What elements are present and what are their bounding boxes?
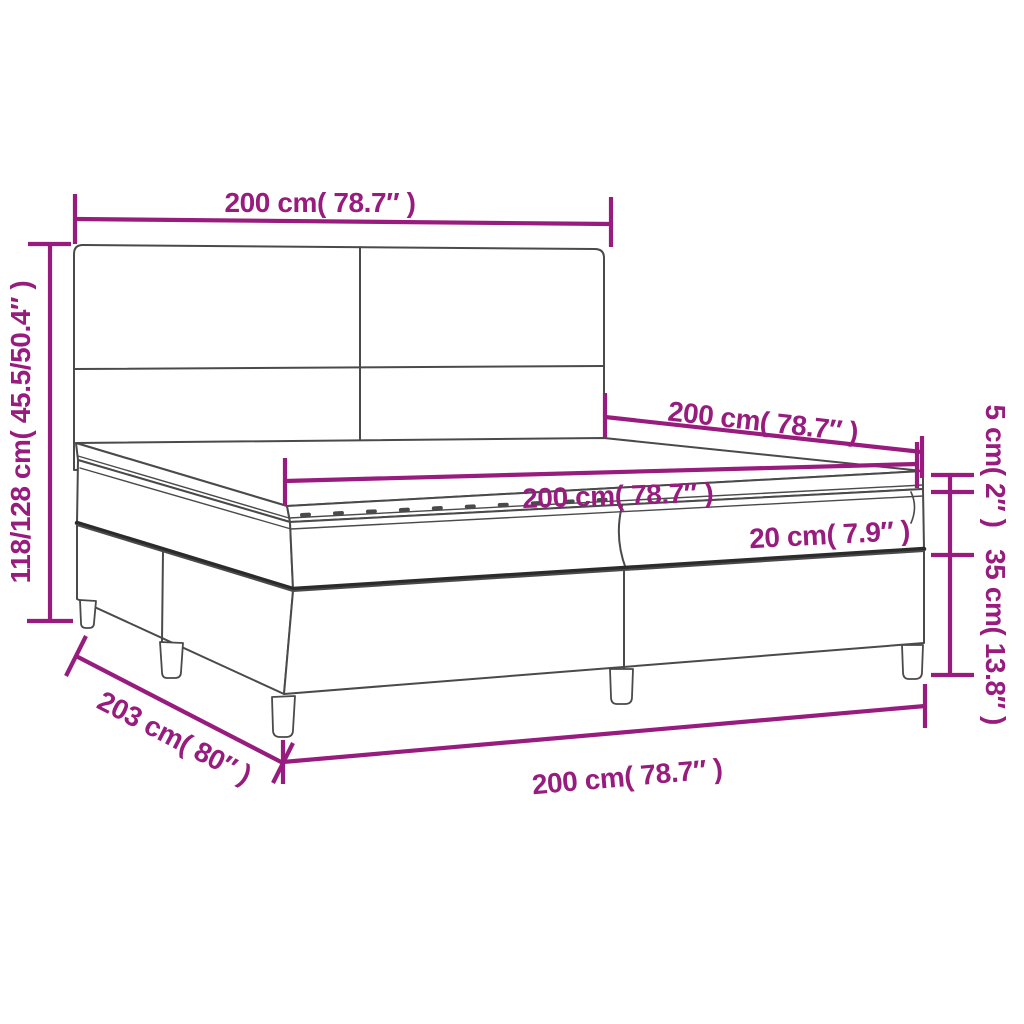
dim-right-heights bbox=[931, 472, 974, 678]
leg-front-right bbox=[901, 644, 924, 680]
bed-legs bbox=[79, 599, 924, 738]
headboard bbox=[73, 244, 605, 471]
dim-headboard-height bbox=[27, 241, 73, 624]
label-headboard-width: 200 cm( 78.7″ ) bbox=[224, 187, 415, 218]
dim-headboard-width bbox=[72, 194, 614, 247]
label-base-height: 35 cm( 13.8″ ) bbox=[980, 549, 1011, 725]
label-base-width-bottom: 200 cm( 78.7″ ) bbox=[531, 753, 724, 801]
label-mattress-width: 200 cm( 78.7″ ) bbox=[522, 477, 714, 514]
mattress bbox=[76, 459, 925, 590]
dim-base-width-bottom bbox=[280, 684, 928, 784]
dim-bed-length-top bbox=[602, 393, 925, 478]
dim-mattress-width bbox=[282, 442, 920, 506]
leg-front-left bbox=[271, 695, 296, 738]
label-topper-thickness: 5 cm( 2″ ) bbox=[980, 404, 1011, 527]
box-top-piping bbox=[74, 520, 927, 592]
label-bed-length-top: 200 cm( 78.7″ ) bbox=[666, 396, 859, 448]
leg-back-left bbox=[79, 599, 97, 629]
headboard-horizontal-seam bbox=[73, 365, 605, 370]
mattress-split-seam bbox=[617, 505, 627, 570]
base-side-seam bbox=[161, 550, 164, 642]
box-spring-base bbox=[76, 524, 925, 695]
leg-left-middle bbox=[159, 641, 184, 679]
topper-stitching-front bbox=[300, 497, 622, 517]
mattress-corner-seam bbox=[910, 491, 916, 524]
label-headboard-height: 118/128 cm( 45.5/50.4″ ) bbox=[5, 281, 36, 584]
leg-front-middle bbox=[609, 668, 634, 705]
